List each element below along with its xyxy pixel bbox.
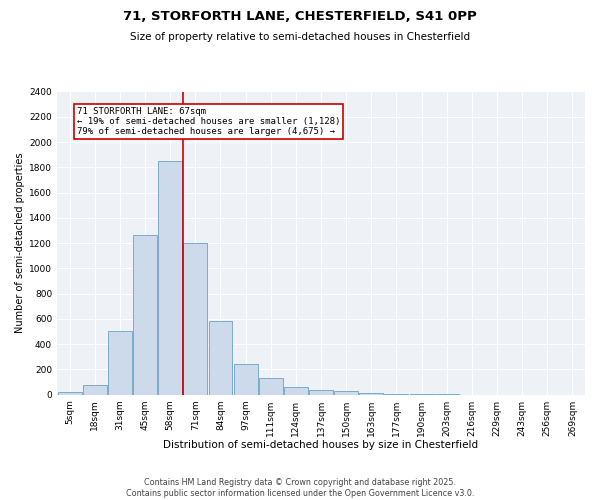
Bar — [233, 364, 257, 394]
Bar — [309, 390, 333, 394]
Bar — [83, 385, 107, 394]
Bar — [133, 236, 157, 394]
Bar — [334, 392, 358, 394]
Bar — [108, 332, 132, 394]
Bar — [284, 387, 308, 394]
Bar — [209, 322, 232, 394]
X-axis label: Distribution of semi-detached houses by size in Chesterfield: Distribution of semi-detached houses by … — [163, 440, 479, 450]
Text: 71 STORFORTH LANE: 67sqm
← 19% of semi-detached houses are smaller (1,128)
79% o: 71 STORFORTH LANE: 67sqm ← 19% of semi-d… — [77, 106, 341, 136]
Y-axis label: Number of semi-detached properties: Number of semi-detached properties — [15, 153, 25, 334]
Bar — [259, 378, 283, 394]
Text: Size of property relative to semi-detached houses in Chesterfield: Size of property relative to semi-detach… — [130, 32, 470, 42]
Text: 71, STORFORTH LANE, CHESTERFIELD, S41 0PP: 71, STORFORTH LANE, CHESTERFIELD, S41 0P… — [123, 10, 477, 23]
Bar — [58, 392, 82, 394]
Bar — [158, 161, 182, 394]
Text: Contains HM Land Registry data © Crown copyright and database right 2025.
Contai: Contains HM Land Registry data © Crown c… — [126, 478, 474, 498]
Bar — [184, 243, 207, 394]
